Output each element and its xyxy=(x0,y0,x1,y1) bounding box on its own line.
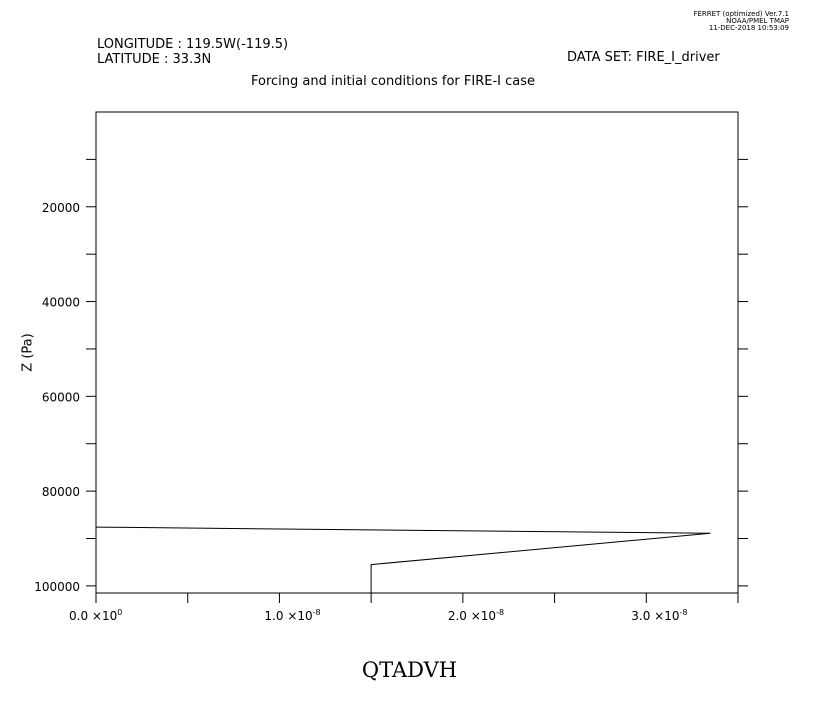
ferret-stamp: FERRET (optimized) Ver.7.1 NOAA/PMEL TMA… xyxy=(629,11,789,32)
chart-title: Forcing and initial conditions for FIRE-… xyxy=(251,74,536,89)
axis-tick-labels: 20000 40000 60000 80000 100000 0.0 ×100 1.0 ×1… xyxy=(34,201,687,623)
axis-ticks xyxy=(86,158,748,603)
series-line xyxy=(95,526,711,593)
y-tick-label: 20000 xyxy=(42,201,80,215)
y-tick-label: 40000 xyxy=(42,296,80,310)
series-group xyxy=(95,526,711,593)
stamp-line-2: NOAA/PMEL TMAP xyxy=(726,17,789,25)
x-tick-label: 2.0 ×10-8 xyxy=(448,608,504,623)
y-tick-label: 80000 xyxy=(42,485,80,499)
x-tick-label: 3.0 ×10-8 xyxy=(631,608,687,623)
stamp-line-3: 11-DEC-2018 10:53:09 xyxy=(708,24,789,32)
variable-name: QTADVH xyxy=(361,658,458,682)
x-tick-label: 0.0 ×100 xyxy=(69,608,122,623)
x-tick-label: 1.0 ×10-8 xyxy=(264,608,320,623)
latitude-label: LATITUDE : 33.3N xyxy=(97,52,212,67)
y-tick-label: 60000 xyxy=(42,390,80,404)
plot-frame xyxy=(95,111,739,594)
y-tick-label: 100000 xyxy=(34,580,80,594)
longitude-label: LONGITUDE : 119.5W(-119.5) xyxy=(97,37,289,52)
dataset-label: DATA SET: FIRE_I_driver xyxy=(567,50,720,65)
stamp-line-1: FERRET (optimized) Ver.7.1 xyxy=(693,10,789,18)
